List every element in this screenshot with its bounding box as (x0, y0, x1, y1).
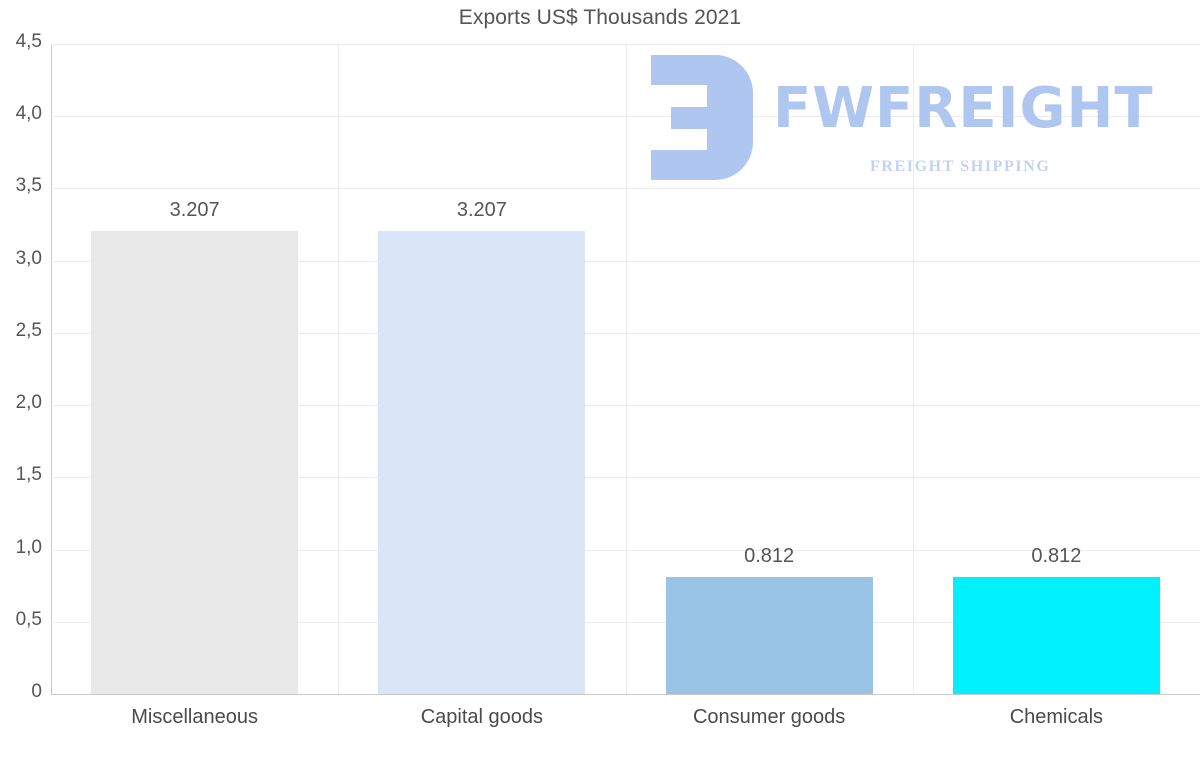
bar-value-label: 0.812 (1031, 544, 1082, 567)
bar[interactable] (665, 576, 873, 694)
y-axis-tick-label: 2,0 (15, 392, 42, 414)
y-axis-tick-label: 1,0 (15, 536, 42, 558)
chart-title: Exports US$ Thousands 2021 (458, 6, 742, 29)
gridline (51, 694, 1200, 695)
bar[interactable] (378, 230, 586, 694)
plot-area: 3.207 3.207 0.812 0.812 (51, 44, 1200, 695)
gridline (51, 549, 1200, 551)
x-axis-tick-label: Miscellaneous (131, 706, 258, 728)
y-axis-tick-label: 3,5 (15, 175, 42, 197)
x-axis-tick-label: Chemicals (1009, 706, 1104, 728)
y-axis-tick-label: 1,5 (15, 464, 42, 486)
y-axis-tick-label: 0 (31, 681, 42, 702)
gridline (51, 477, 1200, 479)
y-axis-tick-label: 3,0 (15, 247, 42, 269)
gridline (51, 260, 1200, 262)
category-divider (338, 44, 339, 694)
gridline (51, 188, 1200, 190)
x-axis-tick-label: Capital goods (420, 706, 544, 728)
y-axis-tick-labels: 0 0,5 1,0 1,5 2,0 2,5 3,0 3,5 4,0 4,5 (0, 0, 44, 763)
bar-value-label: 3.207 (169, 198, 220, 221)
y-axis-line (51, 44, 52, 695)
category-divider (913, 44, 914, 694)
bar-value-label: 0.812 (744, 544, 795, 567)
y-axis-tick-label: 0,5 (15, 608, 42, 630)
bar[interactable] (91, 230, 299, 694)
x-axis-tick-label: Consumer goods (692, 706, 846, 728)
y-axis-tick-label: 4,0 (15, 103, 42, 125)
gridline (51, 405, 1200, 407)
y-axis-tick-label: 2,5 (15, 319, 42, 341)
bar[interactable] (952, 576, 1160, 694)
y-axis-tick-label: 4,5 (15, 31, 42, 52)
gridline (51, 621, 1200, 623)
bar-value-label: 3.207 (456, 198, 507, 221)
category-divider (626, 44, 627, 694)
x-axis-tick-labels: Miscellaneous Capital goods Consumer goods… (51, 700, 1200, 750)
gridline (51, 332, 1200, 334)
gridline (51, 44, 1200, 45)
gridline (51, 116, 1200, 118)
